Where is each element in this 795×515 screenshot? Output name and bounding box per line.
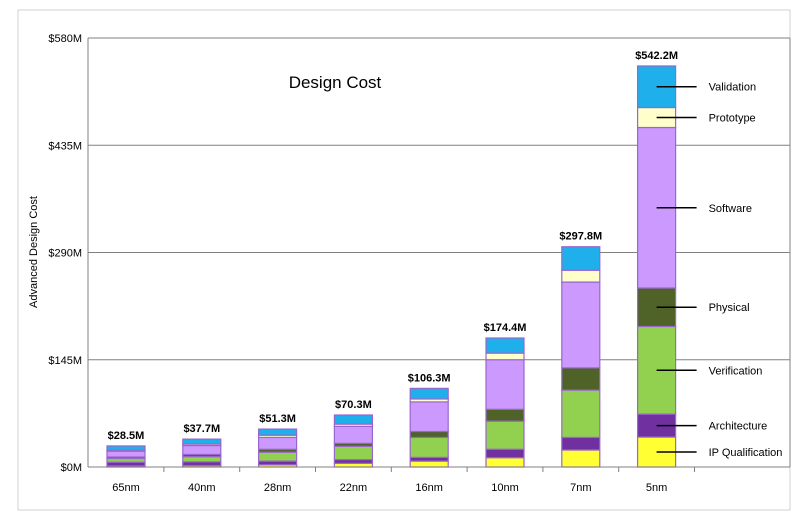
bar-segment-verification	[258, 451, 298, 462]
x-tick-label: 5nm	[646, 482, 667, 494]
bar-segment-physical	[409, 430, 449, 439]
bar-segment-software	[409, 401, 449, 433]
bar-total-label: $28.5M	[108, 430, 145, 442]
bar-segment-software	[561, 281, 601, 369]
bar-segment-validation	[106, 445, 146, 451]
bar-segment-validation	[561, 246, 601, 271]
bar-segment-physical	[485, 408, 525, 422]
bar-segment-software	[258, 436, 298, 450]
bar-segment-validation	[485, 337, 525, 354]
legend-label: IP Qualification	[709, 447, 783, 459]
x-tick-label: 40nm	[188, 482, 216, 494]
legend-label: Physical	[709, 302, 750, 314]
bar-segment-validation	[409, 387, 449, 400]
bar-total-label: $37.7M	[183, 423, 220, 435]
bar-total-label: $174.4M	[484, 322, 527, 334]
y-tick-label: $580M	[48, 33, 82, 45]
chart-title: Design Cost	[289, 73, 382, 92]
bar-segment-prototype	[485, 352, 525, 361]
bar-segment-verification	[561, 389, 601, 439]
bar-total-label: $70.3M	[335, 399, 372, 411]
bar-segment-software	[182, 444, 222, 456]
bar-segment-verification	[485, 420, 525, 450]
x-tick-label: 28nm	[264, 482, 292, 494]
bar-segment-architecture	[485, 448, 525, 459]
y-tick-label: $435M	[48, 140, 82, 152]
bar-segment-software	[333, 425, 373, 444]
legend-label: Validation	[709, 82, 757, 94]
legend-label: Software	[709, 203, 752, 215]
y-tick-label: $145M	[48, 355, 82, 367]
bar-segment-verification	[409, 436, 449, 458]
y-tick-label: $0M	[61, 462, 82, 474]
bar-segment-ip-qualification	[561, 449, 601, 468]
bar-segment-validation	[182, 438, 222, 445]
bar-total-label: $106.3M	[408, 372, 451, 384]
bar-segment-software	[106, 450, 146, 458]
legend-label: Prototype	[709, 113, 756, 125]
bar-segment-verification	[333, 445, 373, 461]
bar-segment-verification	[182, 456, 222, 463]
y-tick-label: $290M	[48, 248, 82, 260]
bar-segment-software	[485, 359, 525, 410]
bar-segment-validation	[258, 428, 298, 436]
bar-segment-architecture	[561, 436, 601, 451]
bar-total-label: $542.2M	[635, 50, 678, 62]
bar-segment-ip-qualification	[485, 457, 525, 468]
bar-segment-validation	[333, 414, 373, 425]
y-axis-label: Advanced Design Cost	[28, 196, 40, 308]
bar-total-label: $297.8M	[559, 231, 602, 243]
legend-label: Verification	[709, 365, 763, 377]
bar-segment-ip-qualification	[409, 460, 449, 468]
bar-total-label: $51.3M	[259, 413, 296, 425]
x-tick-label: 10nm	[491, 482, 519, 494]
x-tick-label: 65nm	[112, 482, 140, 494]
bar-segment-prototype	[561, 269, 601, 283]
x-tick-label: 7nm	[570, 482, 591, 494]
bar-segment-physical	[561, 367, 601, 391]
x-tick-label: 22nm	[340, 482, 368, 494]
legend-label: Architecture	[709, 421, 768, 433]
x-tick-label: 16nm	[415, 482, 443, 494]
